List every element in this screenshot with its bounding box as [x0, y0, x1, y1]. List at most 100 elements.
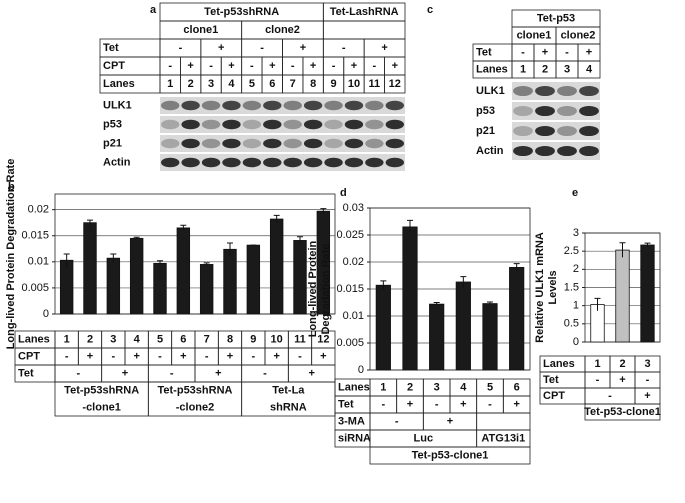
- cell-text: +: [215, 367, 221, 379]
- bar: [615, 249, 630, 343]
- bar: [375, 284, 391, 371]
- cell-text: 1: [594, 358, 600, 370]
- blot-band: [303, 138, 323, 149]
- band-label: p53: [103, 118, 122, 130]
- blot-band: [344, 157, 364, 168]
- blot-band: [263, 157, 282, 168]
- cell-text: -: [646, 374, 650, 386]
- blot-band: [161, 138, 180, 149]
- y-tick-label: 0.01: [343, 310, 364, 322]
- error-bar: [380, 280, 387, 290]
- blot-strip: [160, 116, 405, 133]
- cell-text: 2: [87, 333, 93, 345]
- cell-text: 8: [310, 78, 316, 90]
- cell-text: -: [521, 46, 525, 58]
- error-bar: [407, 219, 413, 234]
- blot-band: [324, 138, 343, 149]
- blot-band: [579, 85, 599, 97]
- bar: [246, 244, 261, 315]
- y-axis-label: Levels: [547, 270, 559, 304]
- cell-text: +: [644, 390, 650, 402]
- y-tick-label: 0.015: [21, 230, 49, 242]
- plot-frame: [369, 207, 531, 371]
- cell-text: 2: [407, 381, 413, 393]
- cell-text: +: [87, 350, 93, 362]
- row-label: siRNA: [338, 432, 371, 444]
- cell-text: -: [435, 398, 439, 410]
- band-label: p21: [103, 137, 122, 149]
- cell-text: +: [320, 350, 326, 362]
- blot-strip: [160, 135, 405, 152]
- cell-border: [577, 60, 601, 79]
- cell-text: -: [170, 367, 174, 379]
- blot-band: [161, 100, 180, 111]
- cell-text: 1: [380, 381, 386, 393]
- cell-border: [476, 412, 531, 431]
- y-tick-label: 0.02: [343, 256, 364, 268]
- y-tick-label: 3: [573, 227, 579, 239]
- blot-band: [513, 145, 533, 157]
- error-bar: [320, 208, 327, 214]
- blot-band: [535, 145, 555, 157]
- cell-text: 3: [644, 358, 650, 370]
- y-tick-label: 2.5: [564, 245, 579, 257]
- row-label: CPT: [18, 350, 40, 362]
- cell-text: -: [76, 367, 80, 379]
- error-bar: [433, 302, 440, 306]
- band-label: Actin: [103, 156, 131, 168]
- y-tick-label: 0.005: [21, 282, 49, 294]
- bar: [269, 218, 284, 315]
- cell-text: -: [608, 390, 612, 402]
- cell-text: -: [111, 350, 115, 362]
- cell-text: -: [205, 350, 209, 362]
- cell-text: -: [263, 367, 267, 379]
- cell-text: +: [273, 350, 279, 362]
- cell-text: 3: [110, 333, 116, 345]
- row-label: Lanes: [476, 63, 508, 75]
- row-label: Tet: [18, 367, 34, 379]
- bar: [176, 227, 191, 315]
- error-bar: [644, 242, 651, 247]
- blot-strip: [512, 122, 600, 140]
- cell-text: -: [251, 350, 255, 362]
- error-bar: [460, 276, 467, 288]
- blot-band: [303, 157, 323, 168]
- cell-text: 2: [188, 78, 194, 90]
- bar: [129, 237, 144, 315]
- y-tick-label: 0: [358, 364, 364, 376]
- cell-text: +: [180, 350, 186, 362]
- cell-text: -clone2: [176, 401, 215, 413]
- blot-band: [535, 105, 555, 117]
- bar: [402, 226, 418, 371]
- y-tick-label: 0.02: [28, 204, 49, 216]
- blot-band: [222, 100, 241, 111]
- band-label: p53: [476, 105, 495, 117]
- blot-band: [303, 119, 323, 130]
- cell-text: 5: [157, 333, 163, 345]
- row-label: CPT: [543, 390, 565, 402]
- error-bar: [273, 214, 280, 223]
- bar: [106, 257, 121, 315]
- cell-text: -: [209, 60, 213, 72]
- row-label: CPT: [103, 60, 125, 72]
- cell-text: Tet-p53shRNA: [158, 384, 233, 396]
- row-label: Tet: [476, 46, 492, 58]
- blot-band: [365, 157, 384, 168]
- y-tick-label: 0.01: [28, 256, 49, 268]
- cell-text: -: [158, 350, 162, 362]
- cell-text: Luc: [414, 432, 434, 444]
- y-tick-label: 0.03: [343, 202, 364, 214]
- cell-text: +: [381, 42, 387, 54]
- blot-band: [222, 138, 241, 149]
- cell-text: +: [351, 60, 357, 72]
- blot-band: [579, 145, 599, 157]
- panel-letter: c: [427, 4, 433, 16]
- band-label: Actin: [476, 145, 504, 157]
- cell-text: -: [342, 42, 346, 54]
- panel-letter: d: [340, 187, 347, 199]
- blot-band: [263, 138, 282, 149]
- cell-text: 7: [290, 78, 296, 90]
- band-label: ULK1: [103, 99, 132, 111]
- cell-text: clone1: [517, 29, 552, 41]
